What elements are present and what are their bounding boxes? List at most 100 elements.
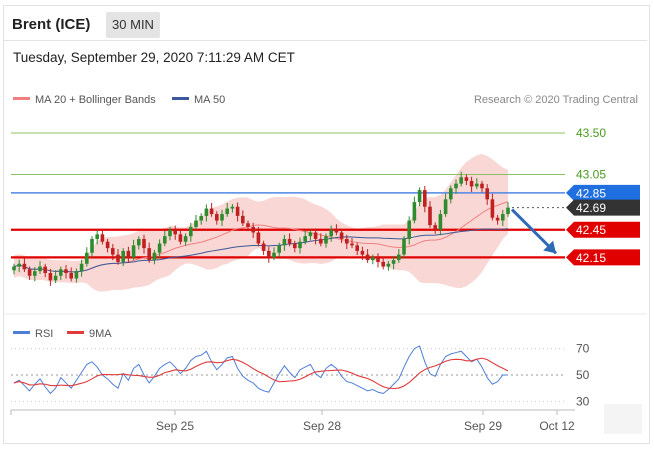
level-tag-42.69 — [566, 199, 640, 216]
candle — [293, 240, 297, 253]
ma9-line — [13, 357, 509, 390]
candle — [241, 210, 245, 227]
candle — [204, 204, 209, 222]
x-tick-label: Sep 29 — [464, 419, 502, 433]
candle — [121, 248, 125, 267]
candle — [402, 236, 406, 259]
ma9-legend-swatch — [67, 331, 84, 334]
scroll-corner-button[interactable] — [604, 404, 642, 434]
candle — [329, 225, 333, 242]
candle — [256, 226, 261, 247]
candle — [261, 240, 266, 256]
candle — [412, 196, 417, 224]
candle — [324, 233, 328, 248]
rsi-tick-label: 50 — [576, 368, 590, 382]
timeframe-badge[interactable]: 30 MIN — [106, 12, 160, 38]
candle — [64, 265, 68, 279]
candle — [152, 249, 157, 265]
candle — [147, 242, 151, 263]
level-label-43.50: 43.50 — [576, 126, 606, 140]
candle — [490, 193, 495, 221]
candle — [59, 266, 63, 280]
candle — [79, 259, 84, 277]
candle — [48, 268, 53, 286]
candle — [194, 214, 198, 230]
candle — [85, 247, 89, 267]
candle — [225, 203, 229, 217]
candle — [230, 203, 235, 213]
candle — [397, 249, 401, 263]
candle — [22, 258, 27, 273]
candle — [43, 263, 47, 278]
candle — [116, 249, 120, 265]
rsi-line — [13, 345, 508, 395]
candle — [209, 203, 214, 217]
candle — [355, 242, 359, 256]
candle — [345, 234, 349, 250]
candle — [126, 246, 131, 263]
level-label-42.69: 42.69 — [576, 201, 606, 215]
candle — [475, 178, 479, 190]
candle — [183, 233, 188, 246]
candle — [95, 230, 99, 245]
candle — [319, 233, 323, 247]
chart-header: Brent (ICE) 30 MIN — [4, 6, 647, 41]
candle — [449, 185, 453, 204]
level-tag-42.85 — [566, 184, 640, 201]
ma20-legend-swatch — [13, 97, 30, 100]
candle — [386, 261, 391, 271]
candle — [157, 239, 162, 259]
rsi-legend-swatch — [13, 331, 30, 334]
ma20-legend-label: MA 20 + Bollinger Bands — [35, 94, 156, 106]
candle — [308, 229, 313, 241]
candle — [38, 261, 42, 274]
candle — [272, 247, 276, 261]
candle — [469, 176, 474, 192]
ma50-legend-swatch — [172, 97, 189, 100]
candle — [111, 243, 115, 261]
candle — [371, 254, 375, 265]
candle — [480, 180, 484, 193]
rsi-tick-label: 70 — [576, 342, 590, 356]
candle — [495, 214, 500, 225]
candle — [438, 209, 443, 236]
candle — [199, 213, 203, 225]
candle — [90, 236, 94, 257]
candle — [454, 179, 458, 194]
rsi-legend-label: RSI — [35, 328, 53, 340]
candle — [27, 266, 32, 280]
copyright-label: Research © 2020 Trading Central — [474, 94, 638, 106]
candle — [407, 216, 411, 245]
ma9-legend-label: 9MA — [89, 328, 112, 340]
candle — [215, 211, 219, 225]
candle — [298, 237, 302, 254]
candle — [12, 263, 16, 275]
level-label-42.45: 42.45 — [576, 223, 606, 237]
candle — [235, 202, 240, 222]
candle — [163, 230, 167, 247]
candle — [282, 234, 287, 251]
candle — [246, 220, 250, 232]
candle — [365, 249, 370, 263]
candle — [433, 222, 437, 234]
chart-datetime: Tuesday, September 29, 2020 7:11:29 AM C… — [13, 50, 295, 65]
candle — [251, 222, 255, 239]
candle — [381, 256, 385, 270]
candle — [53, 270, 58, 284]
candle — [74, 268, 79, 283]
instrument-title: Brent (ICE) — [12, 16, 91, 33]
candle — [220, 209, 224, 227]
candle — [339, 229, 344, 244]
candle — [313, 228, 318, 245]
candle — [287, 233, 292, 247]
candle — [501, 209, 505, 227]
level-tag-42.45 — [566, 221, 640, 238]
ma50-legend-label: MA 50 — [194, 94, 225, 106]
ma50-line — [13, 228, 509, 273]
candle — [189, 222, 193, 242]
x-tick-label: Sep 25 — [156, 419, 194, 433]
candle — [142, 234, 146, 254]
candle — [178, 228, 183, 245]
candle — [100, 228, 105, 245]
candle — [173, 225, 177, 240]
